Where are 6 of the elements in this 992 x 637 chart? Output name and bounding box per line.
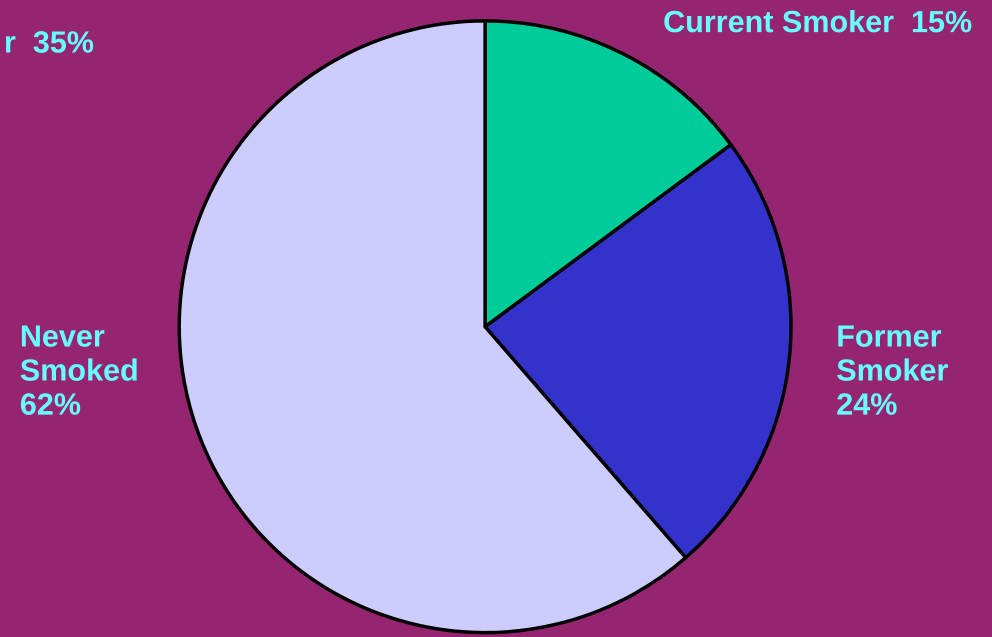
text: r 35% [6,31,94,53]
slice-label: Former Smoker [837,326,948,381]
slice-label: Never Smoked [20,326,137,381]
slice-label: Current Smoker 15% [664,10,972,32]
data-label: 62% [20,393,80,415]
data-label: 24% [837,393,897,415]
